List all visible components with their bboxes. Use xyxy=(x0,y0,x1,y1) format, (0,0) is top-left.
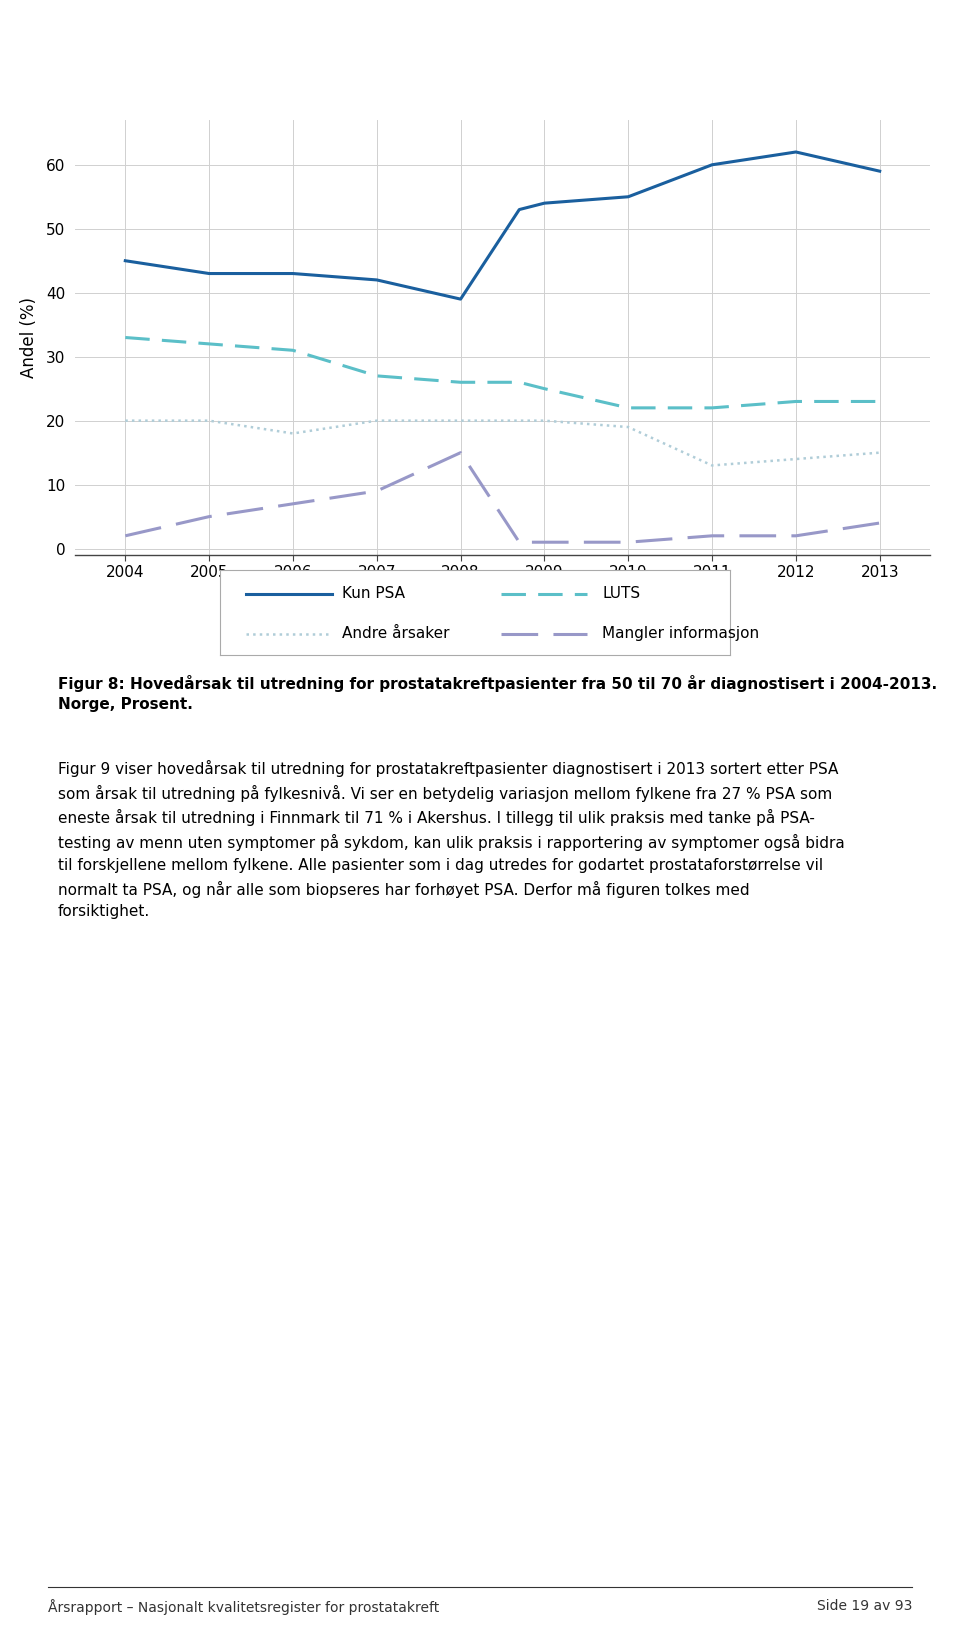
Text: LUTS: LUTS xyxy=(603,586,640,602)
Text: Side 19 av 93: Side 19 av 93 xyxy=(817,1599,912,1612)
Text: Andre årsaker: Andre årsaker xyxy=(343,626,450,641)
Text: Kun PSA: Kun PSA xyxy=(343,586,405,602)
Y-axis label: Andel (%): Andel (%) xyxy=(19,298,37,377)
Text: Årsrapport – Nasjonalt kvalitetsregister for prostatakreft: Årsrapport – Nasjonalt kvalitetsregister… xyxy=(48,1599,440,1616)
X-axis label: Diagnoseår: Diagnoseår xyxy=(455,589,550,608)
Text: Mangler informasjon: Mangler informasjon xyxy=(603,626,759,641)
Text: Figur 8: Hovedårsak til utredning for prostatakreftpasienter fra 50 til 70 år di: Figur 8: Hovedårsak til utredning for pr… xyxy=(58,675,937,711)
Text: Figur 9 viser hovedårsak til utredning for prostatakreftpasienter diagnostisert : Figur 9 viser hovedårsak til utredning f… xyxy=(58,760,845,919)
